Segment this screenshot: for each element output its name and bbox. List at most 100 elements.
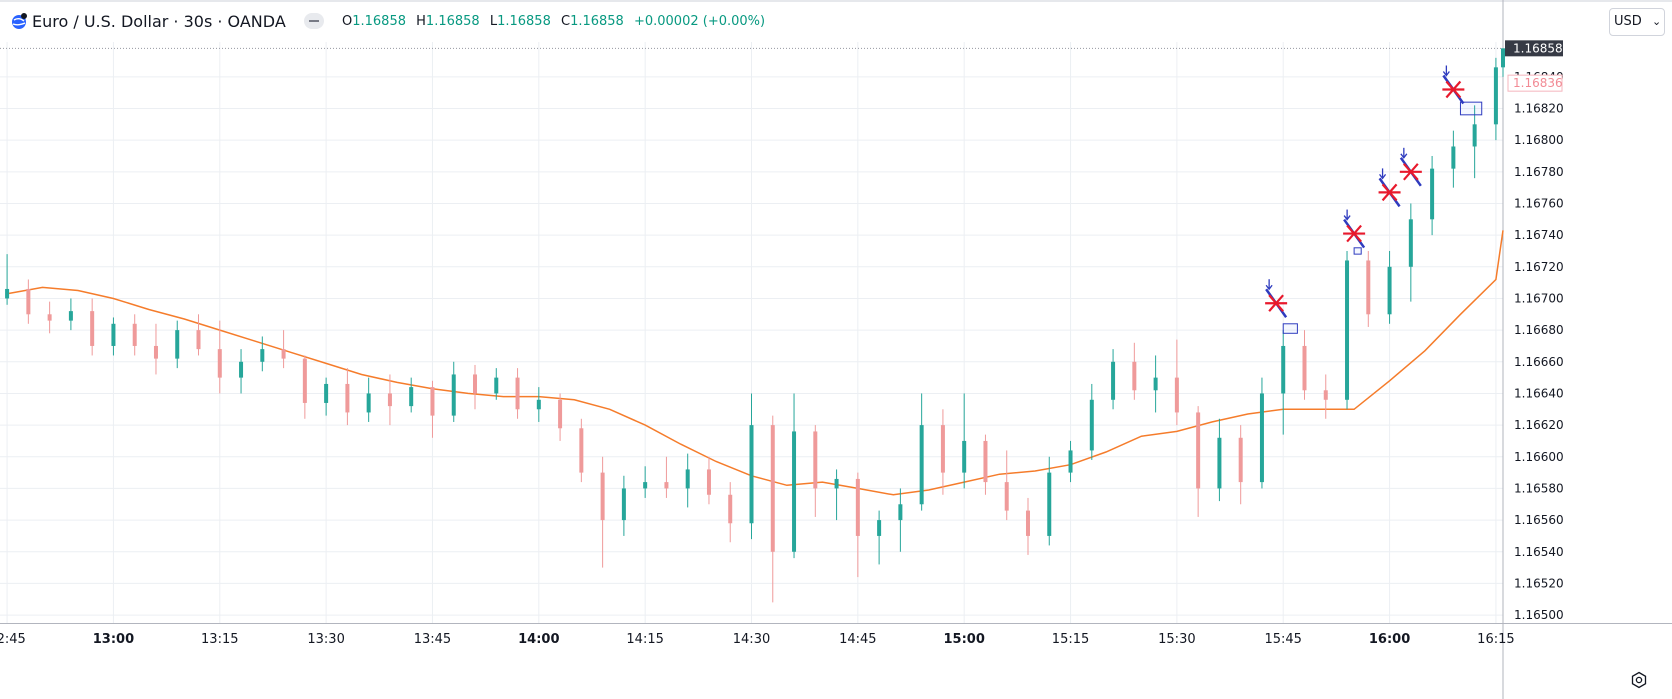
marker-arrow-head [1442, 71, 1450, 77]
candle[interactable] [813, 425, 818, 517]
candle[interactable] [1047, 456, 1052, 546]
candle-body [1174, 377, 1179, 413]
candle[interactable] [962, 393, 967, 489]
candle-body [600, 472, 605, 521]
candle[interactable] [664, 456, 669, 498]
candle[interactable] [1451, 130, 1456, 188]
collapse-legend-button[interactable] [304, 13, 324, 29]
candle[interactable] [558, 393, 563, 441]
candle[interactable] [47, 301, 52, 334]
symbol-title[interactable]: Euro / U.S. Dollar · 30s · OANDA [32, 12, 286, 31]
candle[interactable] [770, 415, 775, 603]
change-value: +0.00002 (+0.00%) [633, 14, 766, 29]
trade-marker[interactable] [1442, 65, 1465, 105]
candle[interactable] [1089, 383, 1094, 460]
candle[interactable] [1111, 349, 1116, 410]
candle[interactable] [898, 488, 903, 552]
trade-marker[interactable] [1378, 168, 1401, 208]
candle[interactable] [1238, 425, 1243, 505]
candle[interactable] [1430, 155, 1435, 236]
candle[interactable] [919, 393, 924, 511]
candle-body [239, 361, 244, 378]
candle[interactable] [1196, 406, 1201, 517]
candle[interactable] [1004, 450, 1009, 521]
candle[interactable] [1493, 57, 1498, 141]
time-scale[interactable]: 12:45 13:00 13:15 13:30 13:45 14:00 14:15 14:30… [0, 632, 1515, 647]
currency-select[interactable]: USD ⌄ [1609, 8, 1665, 36]
candle[interactable] [1366, 250, 1371, 327]
trade-marker[interactable] [1265, 279, 1288, 318]
candle[interactable] [494, 368, 499, 400]
candle[interactable] [1408, 203, 1413, 302]
candle[interactable] [1501, 48, 1505, 77]
candle[interactable] [68, 298, 73, 331]
candle[interactable] [132, 314, 137, 356]
candle[interactable] [5, 254, 10, 305]
candle[interactable] [1259, 377, 1264, 489]
candle[interactable] [324, 377, 329, 416]
candle-body [940, 425, 945, 473]
candle-body [1025, 510, 1030, 536]
candle[interactable] [239, 349, 244, 394]
candle[interactable] [643, 466, 648, 498]
highlight-box[interactable] [1459, 101, 1483, 116]
chart-header: Euro / U.S. Dollar · 30s · OANDA O1.1685… [0, 0, 1603, 42]
candle[interactable] [281, 330, 286, 369]
candle[interactable] [983, 434, 988, 495]
candle[interactable] [834, 469, 839, 521]
candle[interactable] [1153, 355, 1158, 413]
price-tick-label: 1.16620 [1514, 418, 1564, 432]
candle[interactable] [196, 314, 201, 356]
candle[interactable] [1281, 330, 1286, 435]
candle[interactable] [621, 475, 626, 536]
candle[interactable] [579, 418, 584, 483]
gear-icon[interactable] [1630, 671, 1648, 689]
trade-marker[interactable] [1399, 147, 1422, 187]
candle[interactable] [153, 323, 158, 375]
candle[interactable] [600, 456, 605, 568]
candle[interactable] [451, 361, 456, 422]
candle[interactable] [749, 393, 754, 540]
candle-body [706, 469, 711, 495]
candle[interactable] [706, 456, 711, 505]
candle[interactable] [366, 377, 371, 422]
highlight-box[interactable] [1353, 247, 1362, 255]
candle[interactable] [260, 336, 265, 372]
candle[interactable] [1387, 250, 1392, 324]
highlight-box[interactable] [1282, 323, 1298, 334]
candle[interactable] [1323, 374, 1328, 419]
candle[interactable] [1068, 440, 1073, 483]
candle[interactable] [728, 482, 733, 543]
candle[interactable] [536, 387, 541, 422]
candle[interactable] [175, 320, 180, 369]
globe-icon [12, 13, 27, 29]
candle[interactable] [217, 320, 222, 394]
candle[interactable] [855, 472, 860, 578]
candle[interactable] [685, 453, 690, 508]
candle[interactable] [792, 393, 797, 559]
candle[interactable] [877, 510, 882, 565]
candle[interactable] [1217, 418, 1222, 502]
candle[interactable] [1132, 342, 1137, 400]
candle[interactable] [1345, 250, 1350, 410]
candle[interactable] [515, 368, 520, 419]
candle[interactable] [1302, 330, 1307, 400]
candle[interactable] [409, 377, 414, 413]
candle[interactable] [90, 298, 95, 356]
candle[interactable] [473, 364, 478, 410]
candle[interactable] [111, 317, 116, 356]
candle[interactable] [1472, 105, 1477, 179]
candle[interactable] [345, 368, 350, 426]
candle[interactable] [1174, 339, 1179, 426]
candle[interactable] [387, 374, 392, 426]
open-key: O [342, 14, 353, 29]
trade-marker[interactable] [1343, 209, 1366, 249]
candle[interactable] [940, 409, 945, 495]
candle[interactable] [26, 279, 31, 324]
price-scale[interactable]: 1.16500 1.16520 1.16540 1.16560 1.16580 1.166… [1505, 40, 1564, 622]
candle[interactable] [302, 355, 307, 419]
candle[interactable] [430, 380, 435, 438]
candle[interactable] [1025, 497, 1030, 555]
marker-cross-d2 [1445, 80, 1462, 99]
